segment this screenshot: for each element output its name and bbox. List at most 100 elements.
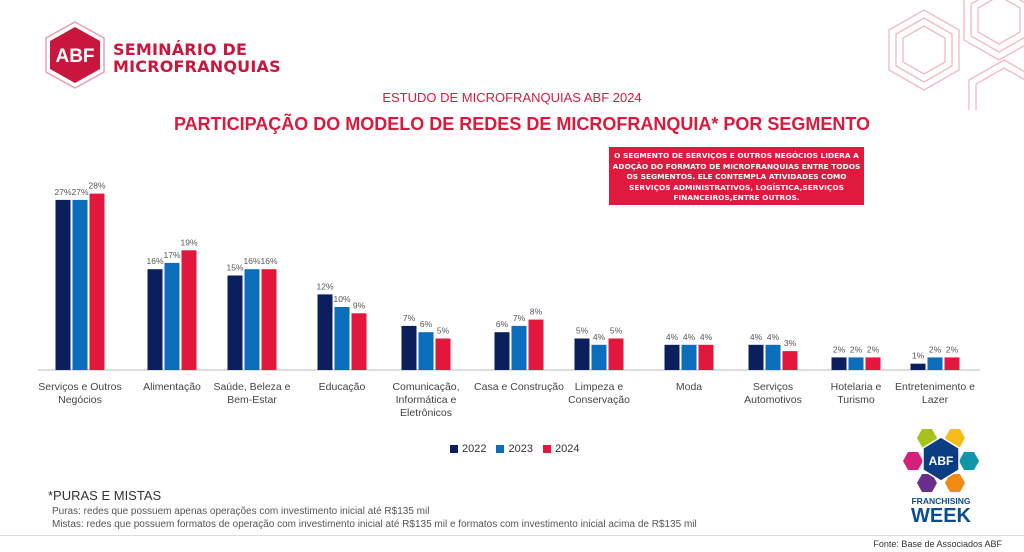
legend-swatch	[542, 445, 551, 453]
bar-2024	[351, 313, 367, 370]
bar-2024	[698, 344, 714, 370]
bar-2022	[748, 344, 764, 370]
category-label: Comunicação, Informática e Eletrônicos	[392, 381, 460, 419]
data-label: 2%	[850, 344, 863, 354]
bar-2024	[181, 250, 197, 370]
bar-2024	[89, 193, 105, 370]
data-label: 4%	[750, 332, 763, 342]
data-label: 6%	[420, 319, 433, 329]
data-label: 16%	[260, 256, 277, 266]
bar-2022	[831, 357, 847, 370]
page-title: PARTICIPAÇÃO DO MODELO DE REDES DE MICRO…	[173, 114, 871, 134]
bar-2022	[664, 344, 680, 370]
bar-2022	[227, 275, 243, 370]
svg-text:WEEK: WEEK	[911, 505, 972, 526]
category-label: Hotelaria e Turismo	[830, 381, 882, 406]
data-label: 10%	[333, 294, 350, 304]
bar-2024	[608, 338, 624, 370]
bar-chart: 27% 27%28%16%17%19%15%16% 16%12%10%9%7%6%5…	[38, 181, 980, 371]
data-label: 2%	[946, 344, 959, 354]
category-label: Serviços Automotivos	[744, 381, 802, 406]
data-label: 1%	[912, 351, 925, 361]
bar-2022	[317, 294, 333, 370]
legend-label: 2022	[462, 443, 487, 455]
page-subtitle: ESTUDO DE MICROFRANQUIAS ABF 2024	[382, 90, 642, 105]
bar-2023	[927, 357, 943, 370]
bar-2022	[910, 363, 926, 370]
legend-label: 2024	[554, 443, 580, 455]
source-note: Fonte: Base de Associados ABF	[873, 539, 1002, 549]
notes-title: *PURAS E MISTAS	[48, 488, 162, 503]
data-label: 5%	[437, 326, 450, 336]
data-label: 4%	[700, 332, 713, 342]
note-puras: Puras: redes que possuem apenas operaçõe…	[52, 506, 430, 517]
bar-2022	[494, 332, 510, 370]
bar-2022	[55, 199, 71, 370]
bar-2023	[164, 262, 180, 370]
bar-2023	[848, 357, 864, 370]
bar-2023	[244, 269, 260, 370]
bar-2024	[865, 357, 881, 370]
seminar-logo-text: SEMINÁRIO DE MICROFRANQUIAS	[113, 40, 281, 76]
bar-2023	[765, 344, 781, 370]
svg-text:FRANCHISING: FRANCHISING	[911, 496, 970, 506]
data-label: 27%	[71, 187, 88, 197]
data-label: 16%	[146, 256, 163, 266]
bar-2022	[574, 338, 590, 370]
bar-2024	[528, 319, 544, 370]
bar-2023	[334, 307, 350, 370]
decorative-hexagons	[888, 0, 1024, 110]
bar-2023	[511, 325, 527, 370]
data-label: 15%	[226, 263, 243, 273]
category-label: Moda	[675, 381, 703, 393]
data-label: 4%	[767, 332, 780, 342]
data-label: 2%	[929, 344, 942, 354]
note-mistas: Mistas: redes que possuem formatos de op…	[52, 519, 697, 530]
category-label: Saúde, Beleza e Bem-Estar	[213, 381, 291, 406]
bar-2023	[591, 344, 607, 370]
legend-swatch	[496, 445, 505, 453]
data-label: 3%	[784, 338, 797, 348]
callout-box: O SEGMENTO DE SERVIÇOS E OUTROS NEGÓCIOS…	[609, 147, 864, 205]
bar-2024	[435, 338, 451, 370]
abf-seminar-logo: ABF	[45, 21, 105, 89]
bar-2022	[147, 269, 163, 370]
category-label: Entretenimento e Lazer	[895, 381, 975, 406]
data-label: 8%	[530, 307, 543, 317]
category-label: Educação	[318, 381, 366, 393]
bar-2023	[72, 199, 88, 370]
data-label: 2%	[867, 344, 880, 354]
bar-2024	[261, 269, 277, 370]
divider	[0, 535, 1024, 536]
legend-item-2024: 2024	[542, 443, 580, 455]
legend-label: 2023	[508, 443, 533, 455]
data-label: 4%	[666, 332, 679, 342]
data-label: 4%	[593, 332, 606, 342]
legend-item-2023: 2023	[496, 443, 533, 455]
legend-item-2022: 2022	[450, 443, 486, 455]
bar-2024	[782, 351, 798, 370]
bar-2023	[418, 332, 434, 370]
category-label: Casa e Construção	[474, 381, 564, 393]
franchising-week-logo: ABF FRANCHISING WEEK	[903, 429, 979, 526]
data-label: 7%	[513, 313, 526, 323]
category-label: Serviços e Outros Negócios	[38, 381, 122, 406]
svg-text:ABF: ABF	[55, 46, 94, 67]
data-label: 9%	[353, 300, 366, 310]
svg-text:ABF: ABF	[929, 454, 954, 468]
data-label: 12%	[316, 281, 333, 291]
data-label: 2%	[833, 344, 846, 354]
category-label: Limpeza e Conservação	[568, 381, 630, 406]
category-label: Alimentação	[143, 381, 201, 393]
data-label: 17%	[163, 250, 180, 260]
data-label: 7%	[403, 313, 416, 323]
bar-2023	[681, 344, 697, 370]
data-label: 16%	[243, 256, 260, 266]
data-label: 27%	[54, 187, 71, 197]
data-label: 19%	[180, 237, 197, 247]
data-label: 6%	[496, 319, 509, 329]
bar-2024	[944, 357, 960, 370]
legend-swatch	[450, 445, 458, 453]
data-label: 5%	[610, 326, 623, 336]
bar-2022	[401, 325, 417, 370]
